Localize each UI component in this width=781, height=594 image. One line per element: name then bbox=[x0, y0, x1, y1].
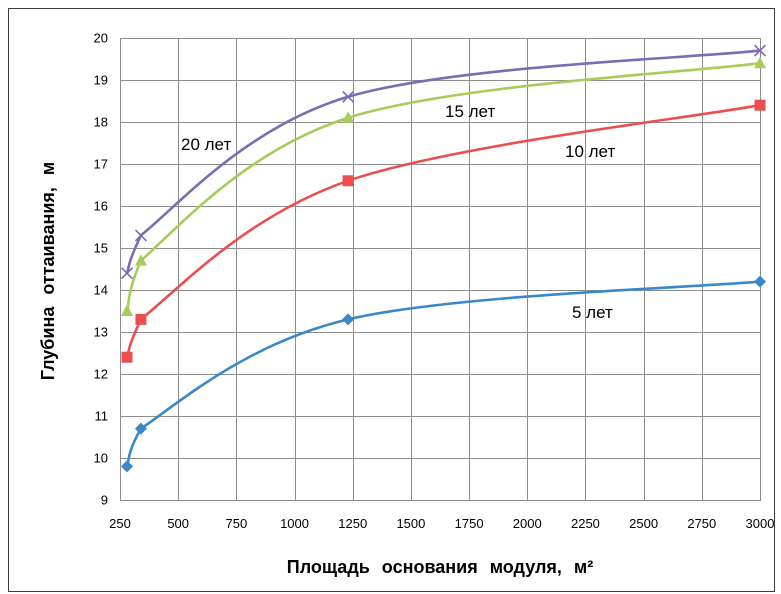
y-axis-title: Глубина оттаивания, м bbox=[38, 162, 58, 380]
x-tick-label: 1500 bbox=[396, 516, 425, 531]
series-label-5-years: 5 лет bbox=[572, 303, 613, 322]
data-point-marker-1-4 bbox=[754, 275, 766, 288]
x-tick-label: 3000 bbox=[746, 516, 775, 531]
y-tick-label: 13 bbox=[94, 325, 108, 340]
x-tick-label: 2750 bbox=[687, 516, 716, 531]
series-layer bbox=[120, 44, 766, 473]
series-label-20-years: 20 лет bbox=[181, 135, 231, 154]
y-tick-label: 19 bbox=[94, 73, 108, 88]
data-point-marker-2-4 bbox=[754, 99, 766, 111]
series-3 bbox=[120, 56, 766, 316]
x-axis-tick-labels: 250 500 750 1000 1250 1500 1750 2000 2250 2500 275… bbox=[109, 516, 774, 531]
data-point-marker-4-3 bbox=[342, 91, 354, 103]
data-point-marker-4-4-stroke bbox=[754, 44, 766, 57]
series-line-1 bbox=[125, 280, 762, 468]
series-label-10-years: 10 лет bbox=[565, 142, 615, 161]
y-tick-label: 14 bbox=[94, 283, 108, 298]
x-tick-label: 1000 bbox=[280, 516, 309, 531]
data-point-marker-4-2-stroke bbox=[135, 229, 147, 242]
data-point-marker-3-4 bbox=[754, 56, 766, 69]
y-tick-label: 12 bbox=[94, 367, 108, 382]
data-point-marker-3-3 bbox=[342, 111, 355, 123]
data-point-marker-2-3 bbox=[342, 175, 354, 187]
y-tick-label: 11 bbox=[95, 409, 109, 424]
x-tick-label: 1250 bbox=[338, 516, 367, 531]
data-point-marker-1-1 bbox=[120, 460, 133, 473]
series-1 bbox=[120, 275, 766, 473]
series-4 bbox=[121, 44, 766, 280]
y-tick-label: 16 bbox=[94, 199, 108, 214]
y-tick-label: 18 bbox=[94, 115, 108, 130]
data-point-marker-1-3 bbox=[342, 313, 355, 326]
data-point-marker-3-2 bbox=[134, 254, 147, 266]
data-point-marker-3-1 bbox=[120, 304, 133, 316]
series-2 bbox=[121, 99, 766, 363]
x-tick-label: 2500 bbox=[629, 516, 658, 531]
x-tick-label: 500 bbox=[167, 516, 189, 531]
data-point-marker-2-1 bbox=[121, 351, 133, 363]
data-point-marker-4-1 bbox=[121, 267, 133, 280]
chart-frame bbox=[8, 8, 775, 592]
data-point-marker-4-1-stroke bbox=[121, 267, 133, 280]
y-tick-label: 9 bbox=[101, 493, 108, 508]
y-tick-label: 10 bbox=[94, 451, 108, 466]
x-tick-label: 1750 bbox=[455, 516, 484, 531]
y-tick-label: 20 bbox=[94, 31, 108, 46]
data-point-marker-4-2 bbox=[135, 229, 147, 242]
series-line-4 bbox=[125, 49, 762, 275]
plot-grid bbox=[120, 38, 761, 501]
x-tick-label: 2250 bbox=[571, 516, 600, 531]
series-label-15-years: 15 лет bbox=[445, 102, 495, 121]
x-tick-label: 250 bbox=[109, 516, 131, 531]
x-tick-label: 750 bbox=[226, 516, 248, 531]
data-point-marker-2-2 bbox=[135, 313, 147, 325]
x-tick-label: 2000 bbox=[513, 516, 542, 531]
y-tick-label: 15 bbox=[94, 241, 108, 256]
y-axis-tick-labels: 9 10 11 12 13 14 15 16 17 18 19 20 bbox=[94, 31, 108, 508]
data-point-marker-1-2 bbox=[134, 422, 147, 435]
x-axis-title: Площадь основания модуля, м² bbox=[287, 557, 593, 577]
data-point-marker-4-4 bbox=[754, 44, 766, 57]
data-point-marker-4-3-stroke bbox=[342, 91, 354, 103]
y-tick-label: 17 bbox=[94, 157, 108, 172]
